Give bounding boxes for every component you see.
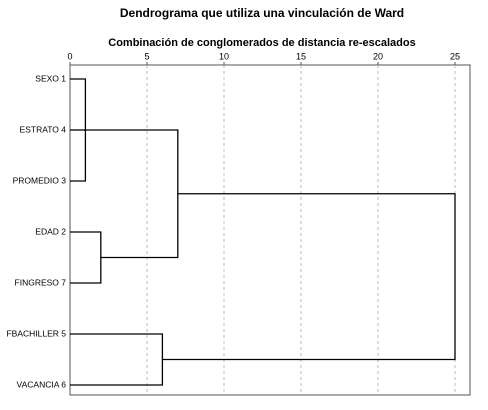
leaf-label: VACANCIA 6 — [17, 379, 67, 389]
x-tick-label: 15 — [296, 51, 306, 61]
chart-title: Dendrograma que utiliza una vinculación … — [120, 6, 404, 20]
x-tick-label: 0 — [67, 51, 72, 61]
leaf-label: SEXO 1 — [35, 73, 66, 83]
leaf-label: PROMEDIO 3 — [13, 175, 67, 185]
x-tick-label: 20 — [373, 51, 383, 61]
leaf-label: EDAD 2 — [35, 226, 66, 236]
leaf-label: ESTRATO 4 — [20, 124, 67, 134]
chart-subtitle: Combinación de conglomerados de distanci… — [108, 37, 415, 49]
dendrogram-link — [85, 129, 179, 259]
leaf-label: FBACHILLER 5 — [6, 328, 66, 338]
dendrogram-link — [70, 231, 102, 284]
plot-frame — [69, 64, 471, 396]
x-tick-label: 10 — [219, 51, 229, 61]
x-tick-label: 5 — [144, 51, 149, 61]
x-tick-label: 25 — [450, 51, 460, 61]
dendrogram-link — [70, 333, 164, 386]
leaf-label: FINGRESO 7 — [15, 277, 67, 287]
dendrogram-link — [162, 193, 456, 361]
